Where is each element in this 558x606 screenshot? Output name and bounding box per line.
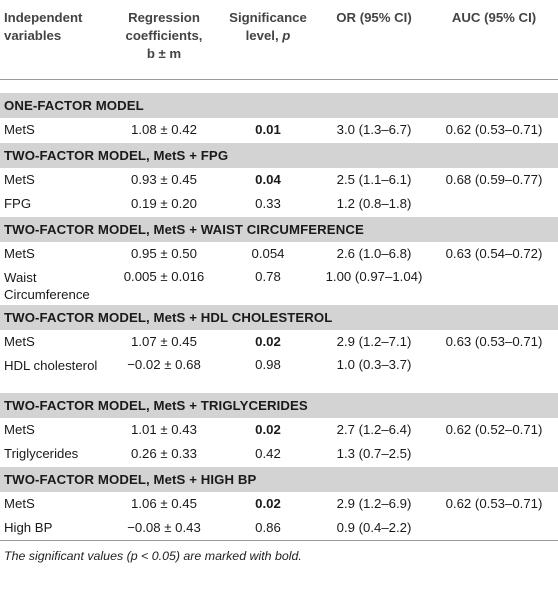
table-row: High BP −0.08 ± 0.43 0.86 0.9 (0.4–2.2) (0, 515, 558, 541)
section-header-row: TWO-FACTOR MODEL, MetS + HDL CHOLESTEROL (0, 303, 558, 330)
cell-auc (430, 192, 558, 217)
cell-auc (430, 354, 558, 393)
cell-significance: 0.01 (255, 121, 281, 137)
cell-variable: Triglycerides (4, 445, 79, 461)
cell-odds-ratio: 1.00 (0.97–1.04) (325, 268, 423, 284)
cell-variable: FPG (4, 195, 32, 211)
table-header: Independent variables Regression coeffic… (0, 0, 558, 80)
cell-odds-ratio: 3.0 (1.3–6.7) (336, 121, 412, 137)
header-line: Regression (128, 10, 200, 25)
section-header-row: TWO-FACTOR MODEL, MetS + FPG (0, 141, 558, 168)
cell-auc: 0.68 (0.59–0.77) (445, 171, 543, 187)
cell-odds-ratio: 2.6 (1.0–6.8) (336, 245, 412, 261)
cell-coefficient: 0.93 ± 0.45 (131, 171, 197, 187)
cell-variable: MetS (4, 171, 35, 187)
cell-variable: MetS (4, 333, 35, 349)
cell-coefficient: −0.02 ± 0.68 (127, 356, 201, 372)
header-line: level, (245, 28, 283, 43)
table-row: MetS 1.06 ± 0.45 0.02 2.9 (1.2–6.9) 0.62 (0.… (0, 492, 558, 516)
section-header-row: ONE-FACTOR MODEL (0, 91, 558, 118)
section-title: TWO-FACTOR MODEL, MetS + WAIST CIRCUMFER… (0, 215, 558, 242)
cell-auc (430, 515, 558, 541)
cell-auc: 0.63 (0.53–0.71) (445, 333, 543, 349)
cell-significance: 0.054 (251, 245, 285, 261)
cell-auc (430, 442, 558, 467)
header-independent-variables: Independent variables (0, 0, 110, 80)
cell-auc: 0.62 (0.53–0.71) (445, 121, 543, 137)
cell-auc (430, 266, 558, 305)
cell-significance: 0.02 (255, 495, 281, 511)
cell-significance: 0.02 (255, 421, 281, 437)
table-row: HDL cholesterol −0.02 ± 0.68 0.98 1.0 (0.3–… (0, 354, 558, 393)
table-row: MetS 0.93 ± 0.45 0.04 2.5 (1.1–6.1) 0.68 (0.… (0, 168, 558, 192)
header-line: Significance (229, 10, 307, 25)
cell-coefficient: 0.26 ± 0.33 (131, 445, 197, 461)
cell-coefficient: 0.19 ± 0.20 (131, 195, 197, 211)
header-regression-coefficients: Regression coefficients, b ± m (110, 0, 218, 80)
cell-odds-ratio: 1.0 (0.3–3.7) (336, 356, 412, 372)
header-auc: AUC (95% CI) (430, 0, 558, 80)
cell-variable: HDL cholesterol (4, 357, 98, 373)
section-title: TWO-FACTOR MODEL, MetS + FPG (0, 141, 558, 168)
cell-auc: 0.62 (0.52–0.71) (445, 421, 543, 437)
cell-odds-ratio: 2.9 (1.2–6.9) (336, 495, 412, 511)
table-row: MetS 1.01 ± 0.43 0.02 2.7 (1.2–6.4) 0.62 (0.… (0, 418, 558, 442)
cell-coefficient: 1.01 ± 0.43 (131, 421, 197, 437)
header-significance-level: Significance level, p (218, 0, 318, 80)
table-container: Independent variables Regression coeffic… (0, 0, 558, 563)
cell-significance: 0.04 (255, 171, 281, 187)
cell-coefficient: −0.08 ± 0.43 (110, 515, 218, 541)
table-footnote: The significant values (p < 0.05) are ma… (4, 548, 302, 563)
cell-significance: 0.86 (218, 515, 318, 541)
cell-significance: 0.78 (255, 268, 281, 284)
cell-odds-ratio: 0.9 (0.4–2.2) (318, 515, 430, 541)
table-row: Triglycerides 0.26 ± 0.33 0.42 1.3 (0.7–2.5… (0, 442, 558, 467)
header-line: Independent (4, 10, 83, 25)
table-row: MetS 1.07 ± 0.45 0.02 2.9 (1.2–7.1) 0.63 (0.… (0, 330, 558, 354)
table-row: MetS 1.08 ± 0.42 0.01 3.0 (1.3–6.7) 0.62 (0.… (0, 118, 558, 143)
cell-significance: 0.42 (255, 445, 281, 461)
cell-variable: Waist Circumference (4, 269, 90, 302)
table-body: ONE-FACTOR MODEL MetS 1.08 ± 0.42 0.01 3.0 (… (0, 79, 558, 541)
cell-coefficient: 1.08 ± 0.42 (131, 121, 197, 137)
cell-significance: 0.33 (255, 195, 281, 211)
header-line: b ± m (146, 46, 182, 61)
cell-odds-ratio: 2.9 (1.2–7.1) (336, 333, 412, 349)
cell-variable: MetS (4, 495, 35, 511)
table-row: FPG 0.19 ± 0.20 0.33 1.2 (0.8–1.8) (0, 192, 558, 217)
cell-odds-ratio: 2.5 (1.1–6.1) (336, 171, 412, 187)
cell-variable: High BP (0, 515, 110, 541)
section-title: TWO-FACTOR MODEL, MetS + TRIGLYCERIDES (0, 391, 558, 418)
header-line: coefficients, (125, 28, 203, 43)
cell-auc: 0.63 (0.54–0.72) (445, 245, 543, 261)
header-p-symbol: p (282, 28, 291, 43)
cell-variable: MetS (4, 121, 35, 137)
table-row: Waist Circumference 0.005 ± 0.016 0.78 1.00… (0, 266, 558, 305)
header-or: OR (95% CI) (318, 0, 430, 80)
section-header-row: TWO-FACTOR MODEL, MetS + HIGH BP (0, 465, 558, 492)
cell-auc: 0.62 (0.53–0.71) (445, 495, 543, 511)
cell-coefficient: 0.005 ± 0.016 (123, 268, 205, 284)
cell-odds-ratio: 2.7 (1.2–6.4) (336, 421, 412, 437)
cell-significance: 0.02 (255, 333, 281, 349)
results-table: Independent variables Regression coeffic… (0, 0, 558, 541)
section-header-row: TWO-FACTOR MODEL, MetS + WAIST CIRCUMFER… (0, 215, 558, 242)
cell-variable: MetS (4, 245, 35, 261)
table-row: MetS 0.95 ± 0.50 0.054 2.6 (1.0–6.8) 0.63 (0… (0, 242, 558, 266)
cell-odds-ratio: 1.3 (0.7–2.5) (336, 445, 412, 461)
cell-significance: 0.98 (255, 356, 281, 372)
section-header-row: TWO-FACTOR MODEL, MetS + TRIGLYCERIDES (0, 391, 558, 418)
cell-odds-ratio: 1.2 (0.8–1.8) (336, 195, 412, 211)
section-title: ONE-FACTOR MODEL (0, 91, 558, 118)
cell-coefficient: 1.06 ± 0.45 (131, 495, 197, 511)
cell-coefficient: 1.07 ± 0.45 (131, 333, 197, 349)
header-line: variables (4, 28, 62, 43)
cell-coefficient: 0.95 ± 0.50 (131, 245, 197, 261)
section-title: TWO-FACTOR MODEL, MetS + HIGH BP (0, 465, 558, 492)
section-title: TWO-FACTOR MODEL, MetS + HDL CHOLESTEROL (0, 303, 558, 330)
cell-variable: MetS (4, 421, 35, 437)
